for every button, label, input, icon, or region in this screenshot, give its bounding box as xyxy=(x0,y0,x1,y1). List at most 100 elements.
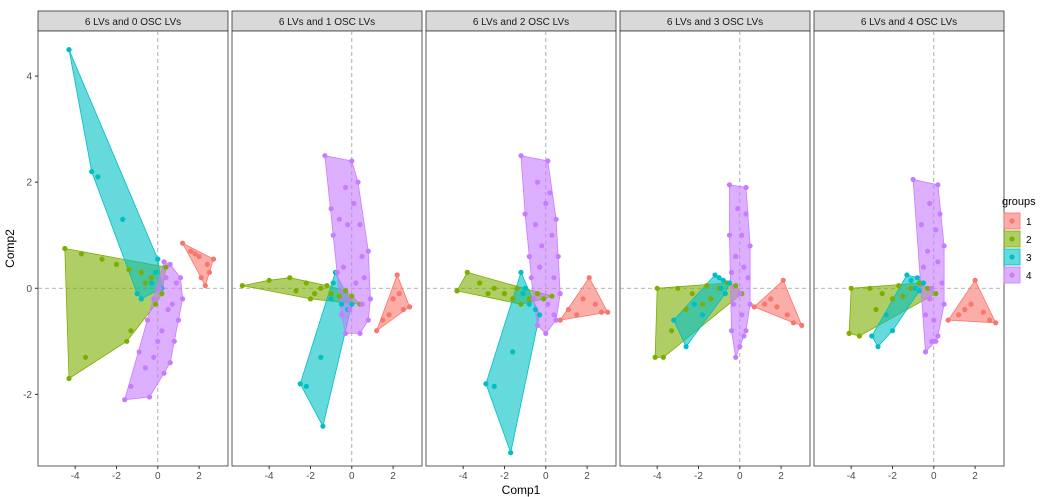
group-4-point xyxy=(359,253,365,260)
group-1-point xyxy=(210,256,217,262)
legend-key-point xyxy=(1009,218,1015,224)
group-4-point xyxy=(733,253,739,260)
group-2-point xyxy=(689,291,695,297)
group-4-point xyxy=(532,222,539,228)
group-2-point xyxy=(879,291,885,297)
group-4-point xyxy=(177,275,184,281)
group-2-point xyxy=(514,285,520,291)
group-1-point xyxy=(799,322,805,328)
group-2-point xyxy=(534,291,541,297)
group-4-point xyxy=(935,182,941,188)
group-3-point xyxy=(155,256,161,262)
group-4-point xyxy=(737,291,743,297)
facet-panel: 6 LVs and 3 OSC LVs -4 -2 0 2 xyxy=(619,10,811,482)
x-tick-label: -2 xyxy=(112,471,121,482)
legend-title: groups xyxy=(1002,196,1036,208)
group-1-point xyxy=(204,261,210,267)
group-4-point xyxy=(745,275,751,281)
facet-panel: 6 LVs and 4 OSC LVs -4 -2 0 2 xyxy=(813,10,1005,482)
group-4-point xyxy=(747,301,753,307)
x-tick-label: -4 xyxy=(459,471,468,482)
group-4-point xyxy=(357,330,363,336)
group-4-point xyxy=(920,264,927,270)
group-4-point xyxy=(528,275,534,281)
x-tick-label: 0 xyxy=(349,471,355,482)
group-2-point xyxy=(138,269,144,275)
group-4-point xyxy=(155,338,161,344)
group-2-point xyxy=(900,293,906,299)
group-4-point xyxy=(549,232,555,238)
group-4-point xyxy=(918,222,925,228)
group-2-point xyxy=(239,283,245,289)
group-4-point xyxy=(743,328,749,334)
group-2-point xyxy=(683,306,689,313)
group-3-point xyxy=(338,301,345,307)
group-1-point xyxy=(374,328,380,334)
group-3-point xyxy=(138,296,144,302)
group-3-point xyxy=(722,291,728,297)
group-4-point xyxy=(728,269,735,275)
legend-label: 4 xyxy=(1026,271,1032,282)
group-4-point xyxy=(171,338,177,344)
group-4-point xyxy=(122,397,128,403)
group-4-point xyxy=(933,227,939,233)
group-2-point xyxy=(324,283,330,289)
group-3-point xyxy=(720,277,726,283)
group-4-point xyxy=(726,182,733,188)
group-4-point xyxy=(557,291,563,297)
group-1-point xyxy=(751,304,757,310)
group-3-point xyxy=(700,312,706,318)
group-3-point xyxy=(303,383,309,389)
group-2-point xyxy=(526,296,532,302)
group-4-point xyxy=(933,338,939,344)
group-2-point xyxy=(287,275,293,281)
group-1-point xyxy=(188,248,194,254)
group-1-point xyxy=(968,301,974,307)
group-1-point xyxy=(598,309,605,315)
group-3-point xyxy=(920,280,927,286)
facet-panel: 6 LVs and 0 OSC LVs -4 -2 0 2 xyxy=(37,10,229,482)
group-1-point xyxy=(400,306,406,313)
group-4-point xyxy=(357,222,363,228)
x-axis-title: Comp1 xyxy=(502,483,541,497)
group-1-point xyxy=(198,275,204,281)
group-1-point xyxy=(986,317,993,323)
group-4-point xyxy=(169,301,175,307)
group-4-point xyxy=(543,200,549,206)
group-4-point xyxy=(345,222,351,228)
group-2-point xyxy=(856,333,863,339)
group-2-point xyxy=(126,267,132,273)
group-1-point xyxy=(945,317,951,323)
group-3-point xyxy=(875,344,881,350)
group-2-point xyxy=(704,283,710,289)
group-1-point xyxy=(784,312,790,318)
group-4-point xyxy=(161,370,167,376)
group-4-point xyxy=(941,301,947,307)
x-tick-label: 0 xyxy=(155,471,161,482)
group-2-point xyxy=(518,301,524,307)
group-3-point xyxy=(532,306,539,313)
group-2-point xyxy=(549,293,555,299)
group-2-point xyxy=(660,354,667,360)
group-3-point xyxy=(716,275,722,281)
group-1-point xyxy=(993,320,999,326)
group-1-point xyxy=(180,240,186,246)
group-1-point xyxy=(396,291,402,297)
group-4-point xyxy=(161,259,167,265)
group-4-point xyxy=(330,232,336,238)
group-4-point xyxy=(351,200,357,206)
group-3-point xyxy=(916,288,922,294)
group-2-point xyxy=(82,354,89,360)
group-2-point xyxy=(124,338,130,344)
group-4-point xyxy=(925,248,931,254)
group-2-point xyxy=(336,293,342,299)
group-4-point xyxy=(735,206,741,212)
group-4-point xyxy=(365,317,371,323)
group-2-point xyxy=(343,288,349,294)
group-1-point xyxy=(790,320,797,326)
group-2-point xyxy=(113,261,120,267)
group-4-point xyxy=(151,354,157,360)
group-4-point xyxy=(530,296,537,302)
group-1-point xyxy=(202,283,208,289)
group-4-point xyxy=(731,301,737,307)
